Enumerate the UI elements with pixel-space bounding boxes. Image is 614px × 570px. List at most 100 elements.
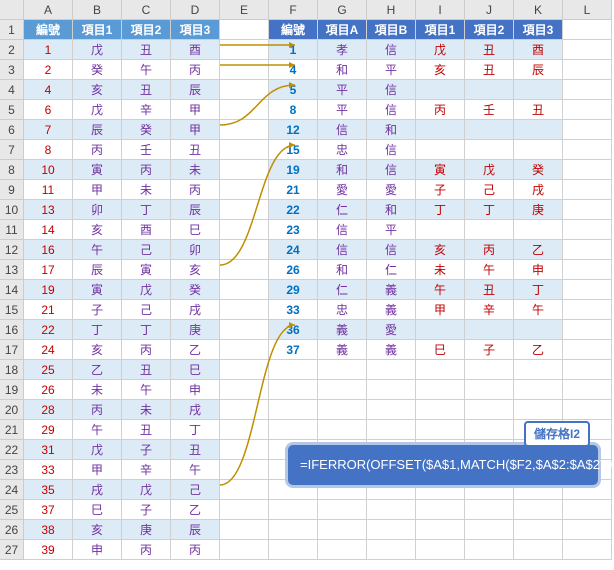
tblA-id[interactable]: 11 (24, 180, 73, 200)
tblB-val[interactable]: 辛 (465, 300, 514, 320)
tblB-val[interactable]: 午 (416, 280, 465, 300)
row-head[interactable]: 7 (0, 140, 24, 160)
cell[interactable] (416, 380, 465, 400)
cell[interactable] (318, 420, 367, 440)
tblA-val[interactable]: 亥 (73, 80, 122, 100)
tblB-header[interactable]: 項目A (318, 20, 367, 40)
row-head[interactable]: 23 (0, 460, 24, 480)
cell[interactable] (563, 380, 612, 400)
tblB-val[interactable]: 平 (367, 220, 416, 240)
tblA-id[interactable]: 17 (24, 260, 73, 280)
tblB-val[interactable]: 午 (465, 260, 514, 280)
cell[interactable] (269, 520, 318, 540)
col-head[interactable]: J (465, 0, 514, 20)
tblA-id[interactable]: 38 (24, 520, 73, 540)
tblA-id[interactable]: 22 (24, 320, 73, 340)
tblA-id[interactable]: 7 (24, 120, 73, 140)
cell[interactable] (563, 160, 612, 180)
cell[interactable] (416, 540, 465, 560)
tblB-val[interactable]: 丑 (465, 280, 514, 300)
tblB-id[interactable]: 24 (269, 240, 318, 260)
cell[interactable] (220, 320, 269, 340)
tblB-val[interactable]: 子 (465, 340, 514, 360)
tblA-val[interactable]: 甲 (171, 100, 220, 120)
tblB-val[interactable]: 未 (416, 260, 465, 280)
tblB-val[interactable]: 忠 (318, 140, 367, 160)
cell[interactable] (367, 500, 416, 520)
tblB-val[interactable]: 庚 (514, 200, 563, 220)
tblB-val[interactable]: 酉 (514, 40, 563, 60)
tblA-val[interactable]: 己 (171, 480, 220, 500)
cell[interactable] (220, 20, 269, 40)
tblB-val[interactable]: 亥 (416, 240, 465, 260)
tblA-val[interactable]: 寅 (73, 280, 122, 300)
cell[interactable] (318, 540, 367, 560)
tblA-val[interactable]: 己 (122, 240, 171, 260)
tblA-val[interactable]: 戊 (122, 280, 171, 300)
tblA-val[interactable]: 庚 (171, 320, 220, 340)
tblB-header[interactable]: 項目3 (514, 20, 563, 40)
row-head[interactable]: 14 (0, 280, 24, 300)
cell[interactable] (220, 160, 269, 180)
row-head[interactable]: 3 (0, 60, 24, 80)
tblA-id[interactable]: 29 (24, 420, 73, 440)
cell[interactable] (367, 380, 416, 400)
cell[interactable] (465, 360, 514, 380)
tblB-val[interactable]: 乙 (514, 340, 563, 360)
tblA-id[interactable]: 4 (24, 80, 73, 100)
row-head[interactable]: 25 (0, 500, 24, 520)
row-head[interactable]: 1 (0, 20, 24, 40)
tblB-val[interactable]: 愛 (367, 180, 416, 200)
cell[interactable] (269, 360, 318, 380)
tblB-val[interactable]: 義 (318, 320, 367, 340)
cell[interactable] (563, 140, 612, 160)
tblB-val[interactable]: 丑 (465, 60, 514, 80)
tblB-val[interactable]: 愛 (318, 180, 367, 200)
tblB-val[interactable]: 信 (367, 160, 416, 180)
cell[interactable] (563, 540, 612, 560)
cell[interactable] (563, 280, 612, 300)
cell[interactable] (563, 120, 612, 140)
cell[interactable] (220, 80, 269, 100)
tblB-val[interactable]: 仁 (318, 280, 367, 300)
row-head[interactable]: 12 (0, 240, 24, 260)
tblB-val[interactable]: 和 (318, 160, 367, 180)
tblA-val[interactable]: 甲 (171, 120, 220, 140)
tblA-val[interactable]: 午 (73, 240, 122, 260)
cell[interactable] (318, 380, 367, 400)
col-head[interactable]: H (367, 0, 416, 20)
tblA-val[interactable]: 丙 (171, 60, 220, 80)
tblB-val[interactable] (416, 320, 465, 340)
cell[interactable] (416, 500, 465, 520)
tblA-val[interactable]: 子 (122, 440, 171, 460)
tblB-val[interactable]: 義 (367, 340, 416, 360)
tblB-val[interactable]: 午 (514, 300, 563, 320)
cell[interactable] (220, 220, 269, 240)
tblB-id[interactable]: 15 (269, 140, 318, 160)
tblA-val[interactable]: 戌 (171, 300, 220, 320)
tblA-val[interactable]: 辰 (73, 260, 122, 280)
tblA-id[interactable]: 37 (24, 500, 73, 520)
tblA-id[interactable]: 33 (24, 460, 73, 480)
cell[interactable] (514, 360, 563, 380)
tblA-val[interactable]: 申 (171, 380, 220, 400)
tblA-val[interactable]: 甲 (73, 180, 122, 200)
tblA-val[interactable]: 巳 (73, 500, 122, 520)
row-head[interactable]: 9 (0, 180, 24, 200)
tblA-id[interactable]: 25 (24, 360, 73, 380)
tblB-id[interactable]: 4 (269, 60, 318, 80)
cell[interactable] (318, 520, 367, 540)
tblB-val[interactable]: 丙 (416, 100, 465, 120)
tblB-val[interactable]: 信 (367, 40, 416, 60)
tblB-val[interactable]: 己 (465, 180, 514, 200)
tblB-val[interactable]: 孝 (318, 40, 367, 60)
tblA-id[interactable]: 35 (24, 480, 73, 500)
tblA-val[interactable]: 戊 (73, 440, 122, 460)
cell[interactable] (563, 520, 612, 540)
cell[interactable] (269, 540, 318, 560)
cell[interactable] (220, 180, 269, 200)
tblA-val[interactable]: 丁 (73, 320, 122, 340)
col-head[interactable]: E (220, 0, 269, 20)
tblA-id[interactable]: 19 (24, 280, 73, 300)
tblA-val[interactable]: 癸 (171, 280, 220, 300)
